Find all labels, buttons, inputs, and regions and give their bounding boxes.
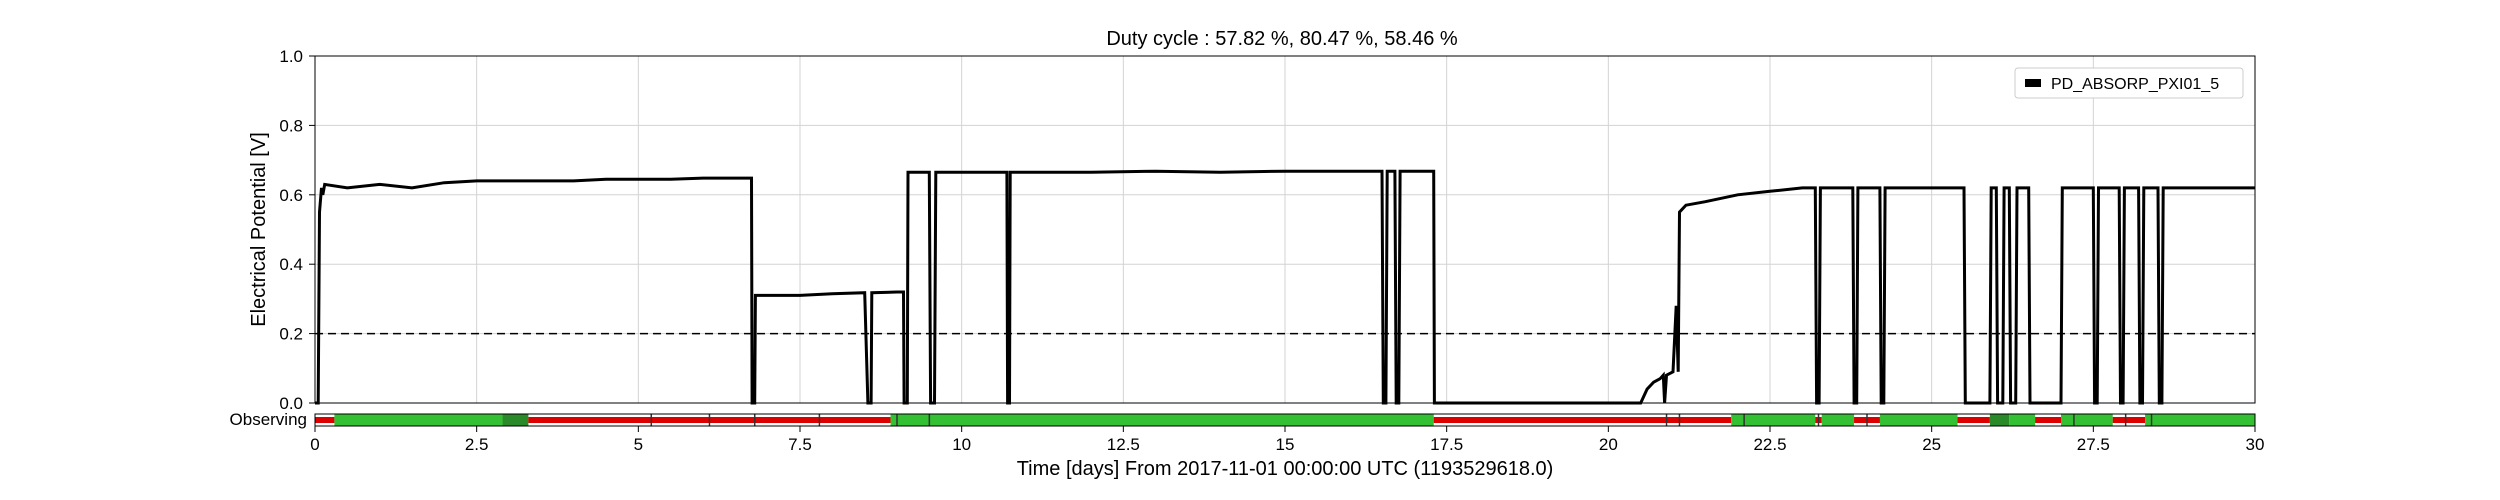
state-bar-label: Observing	[230, 410, 307, 429]
state-segment	[1731, 414, 1816, 426]
state-segment	[502, 414, 529, 426]
state-bar	[314, 413, 2256, 427]
legend-label: PD_ABSORP_PXI01_5	[2051, 76, 2219, 93]
state-segment	[1821, 414, 1855, 426]
plot-frame	[314, 55, 2256, 404]
x-tick-label: 10	[952, 435, 971, 454]
state-segment	[1989, 414, 2010, 426]
x-axis: 0 2.5 5 7.5 10 12.5 15 17.5 20 22.5 25 27.5 30	[310, 426, 2264, 454]
x-tick-label: 2.5	[465, 435, 489, 454]
y-tick-label: 0.4	[279, 255, 303, 274]
x-tick-label: 22.5	[1753, 435, 1786, 454]
y-axis-label: Electrical Potential [V]	[248, 132, 270, 327]
y-tick-label: 0.2	[279, 325, 303, 344]
x-tick-label: 5	[634, 435, 643, 454]
y-tick-label: 0.8	[279, 116, 303, 135]
legend: PD_ABSORP_PXI01_5	[2014, 67, 2244, 99]
state-segment	[1879, 414, 1958, 426]
x-tick-label: 0	[310, 435, 319, 454]
x-tick-label: 12.5	[1107, 435, 1140, 454]
state-segment	[1433, 417, 1732, 423]
legend-box	[2014, 67, 2244, 99]
x-tick-label: 7.5	[788, 435, 812, 454]
x-tick-label: 27.5	[2077, 435, 2110, 454]
state-segment	[890, 414, 1434, 426]
state-segment	[2035, 417, 2061, 423]
y-tick-label: 1.0	[279, 47, 303, 66]
state-segment	[315, 417, 335, 423]
state-segment	[2061, 414, 2113, 426]
y-tick-label: 0.6	[279, 186, 303, 205]
x-tick-label: 15	[1276, 435, 1295, 454]
state-segment	[2112, 417, 2146, 423]
state-segment	[2145, 414, 2255, 426]
state-segment	[334, 414, 503, 426]
y-axis: 0.0 0.2 0.4 0.6 0.8 1.0	[279, 47, 315, 413]
x-tick-label: 20	[1599, 435, 1618, 454]
legend-swatch	[2025, 79, 2041, 87]
x-tick-label: 25	[1922, 435, 1941, 454]
state-segment	[1957, 417, 1990, 423]
x-axis-label: Time [days] From 2017-11-01 00:00:00 UTC…	[1017, 458, 1554, 480]
y-tick-label: 0.0	[279, 394, 303, 413]
state-segment	[2009, 414, 2036, 426]
chart-title: Duty cycle : 57.82 %, 80.47 %, 58.46 %	[1106, 28, 1458, 50]
x-tick-label: 17.5	[1430, 435, 1463, 454]
x-tick-label: 30	[2246, 435, 2265, 454]
